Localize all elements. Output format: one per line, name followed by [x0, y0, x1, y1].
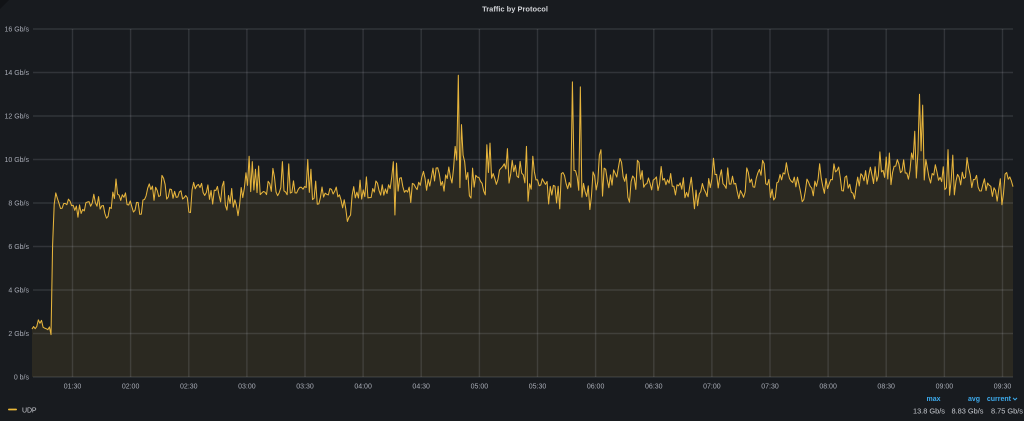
svg-text:6 Gb/s: 6 Gb/s	[8, 244, 29, 251]
svg-text:07:00: 07:00	[703, 384, 721, 391]
svg-text:14 Gb/s: 14 Gb/s	[4, 70, 29, 77]
svg-text:04:00: 04:00	[354, 384, 372, 391]
svg-text:08:00: 08:00	[819, 384, 837, 391]
svg-text:8.83 Gb/s: 8.83 Gb/s	[951, 406, 983, 415]
svg-text:09:30: 09:30	[994, 384, 1012, 391]
svg-text:01:30: 01:30	[64, 384, 82, 391]
svg-text:10 Gb/s: 10 Gb/s	[4, 157, 29, 164]
svg-text:current: current	[987, 396, 1012, 403]
svg-text:8.75 Gb/s: 8.75 Gb/s	[991, 406, 1023, 415]
svg-text:avg: avg	[968, 396, 980, 403]
svg-text:05:30: 05:30	[529, 384, 547, 391]
svg-text:UDP: UDP	[22, 408, 37, 415]
svg-text:16 Gb/s: 16 Gb/s	[4, 26, 29, 33]
svg-text:02:00: 02:00	[122, 384, 140, 391]
svg-text:06:30: 06:30	[645, 384, 663, 391]
svg-text:03:00: 03:00	[238, 384, 256, 391]
svg-text:04:30: 04:30	[412, 384, 430, 391]
svg-text:08:30: 08:30	[877, 384, 895, 391]
svg-text:Traffic by Protocol: Traffic by Protocol	[482, 5, 548, 14]
svg-text:12 Gb/s: 12 Gb/s	[4, 113, 29, 120]
svg-text:0 b/s: 0 b/s	[14, 374, 30, 381]
svg-text:02:30: 02:30	[180, 384, 198, 391]
svg-text:4 Gb/s: 4 Gb/s	[8, 287, 29, 294]
svg-text:03:30: 03:30	[296, 384, 314, 391]
svg-text:13.8 Gb/s: 13.8 Gb/s	[913, 406, 945, 415]
svg-text:8 Gb/s: 8 Gb/s	[8, 200, 29, 207]
svg-text:07:30: 07:30	[761, 384, 779, 391]
svg-text:05:00: 05:00	[471, 384, 489, 391]
svg-text:06:00: 06:00	[587, 384, 605, 391]
svg-text:max: max	[926, 396, 940, 403]
svg-text:09:00: 09:00	[936, 384, 954, 391]
svg-text:2 Gb/s: 2 Gb/s	[8, 331, 29, 338]
